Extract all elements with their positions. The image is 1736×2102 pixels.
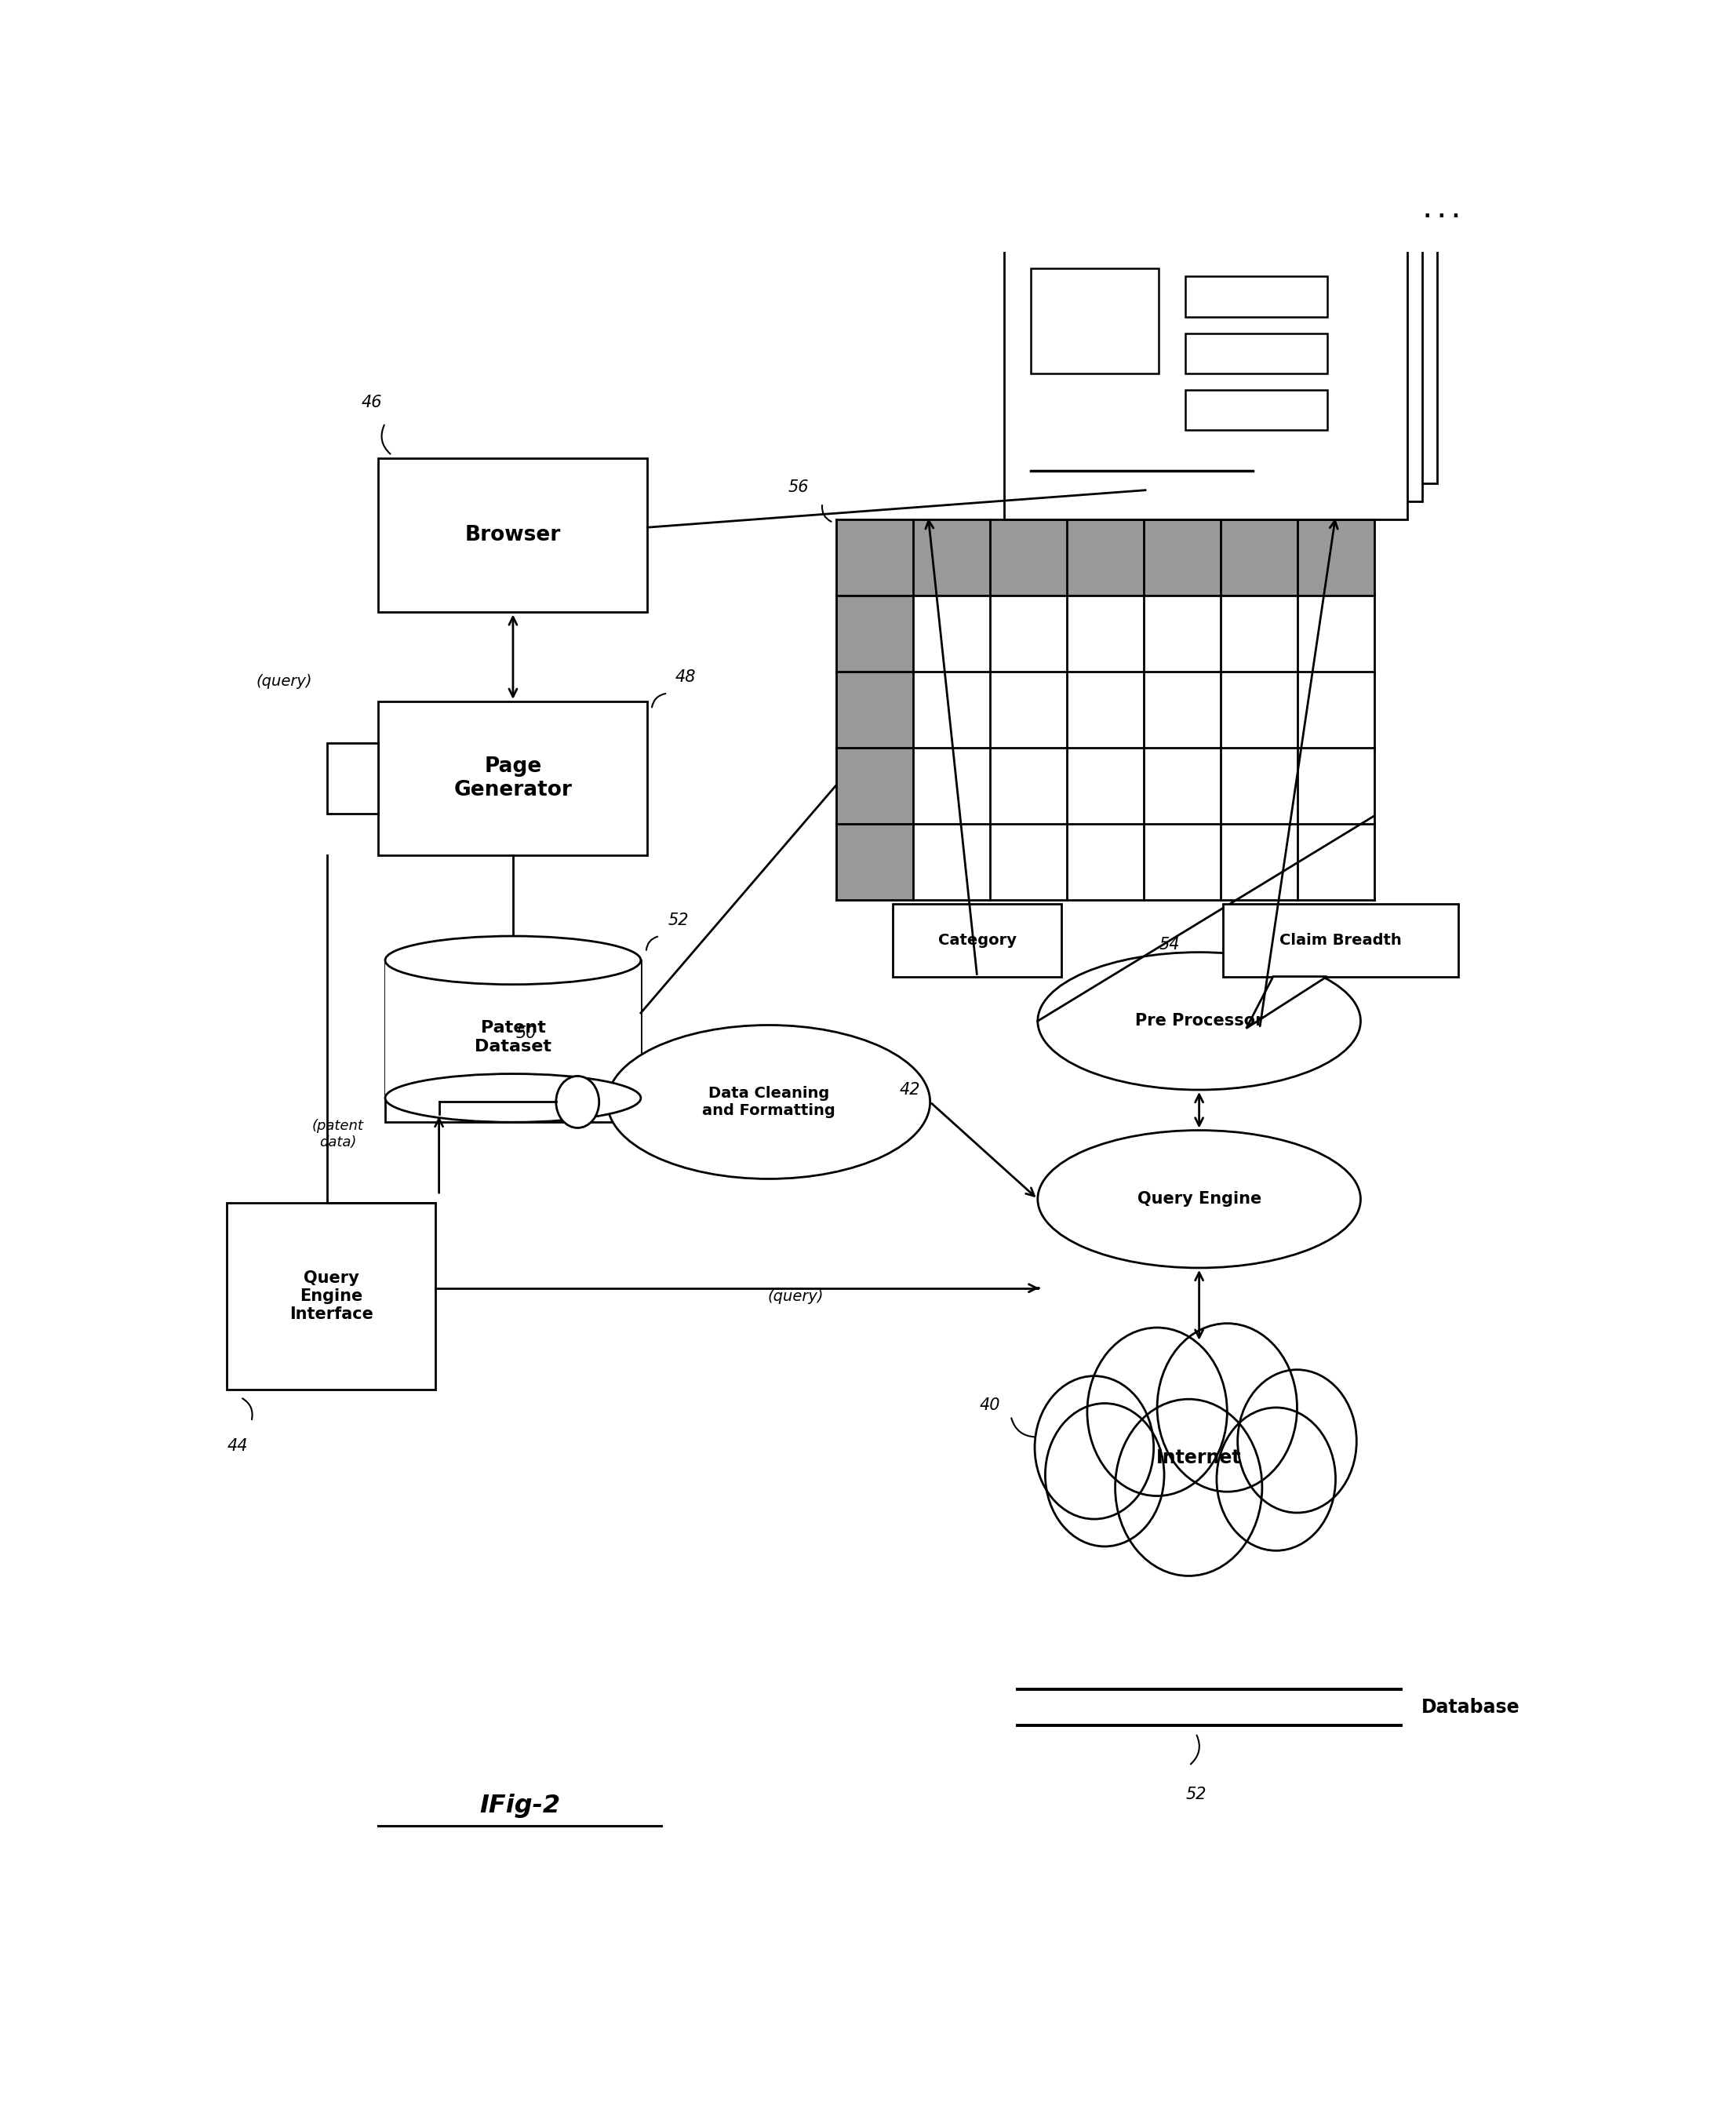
- Text: 40: 40: [979, 1398, 1000, 1413]
- Bar: [1019, 219, 1422, 502]
- Text: Pre Processor: Pre Processor: [1135, 1013, 1264, 1028]
- Text: Patent
Dataset: Patent Dataset: [474, 1019, 552, 1055]
- Bar: [385, 961, 641, 1122]
- Bar: [378, 458, 648, 612]
- Text: Query Engine: Query Engine: [1137, 1192, 1262, 1207]
- Text: 44: 44: [227, 1438, 248, 1452]
- Bar: [1186, 389, 1326, 431]
- Bar: [1186, 334, 1326, 374]
- Bar: [385, 961, 641, 1097]
- Text: Database: Database: [1422, 1698, 1519, 1717]
- Ellipse shape: [1038, 952, 1361, 1089]
- Text: (patent
data): (patent data): [312, 1118, 365, 1150]
- Bar: [1033, 200, 1437, 483]
- Bar: [378, 702, 648, 856]
- Ellipse shape: [385, 935, 641, 984]
- Text: 54: 54: [1160, 937, 1180, 952]
- Text: (query): (query): [257, 675, 312, 689]
- Text: Claim Breadth: Claim Breadth: [1279, 933, 1401, 948]
- Circle shape: [1238, 1371, 1356, 1513]
- Text: Internet: Internet: [1156, 1448, 1241, 1467]
- Circle shape: [1158, 1324, 1297, 1492]
- Bar: [328, 742, 378, 813]
- Text: 52: 52: [668, 912, 689, 927]
- Circle shape: [1217, 1408, 1335, 1551]
- Circle shape: [556, 1076, 599, 1129]
- Text: 56: 56: [788, 479, 809, 496]
- Ellipse shape: [385, 1074, 641, 1122]
- Text: 46: 46: [361, 395, 382, 410]
- Circle shape: [1035, 1377, 1154, 1520]
- Text: Query
Engine
Interface: Query Engine Interface: [290, 1270, 373, 1322]
- Text: IFig-2: IFig-2: [479, 1793, 561, 1818]
- Text: Data Cleaning
and Formatting: Data Cleaning and Formatting: [701, 1087, 835, 1118]
- Polygon shape: [1246, 977, 1326, 1028]
- Text: Page
Generator: Page Generator: [453, 757, 573, 801]
- Ellipse shape: [608, 1026, 930, 1179]
- Text: . . .: . . .: [1424, 202, 1460, 221]
- Text: (query): (query): [767, 1289, 823, 1303]
- Bar: [892, 904, 1061, 977]
- Text: 48: 48: [675, 671, 696, 685]
- Bar: [837, 519, 913, 900]
- Bar: [1186, 277, 1326, 317]
- Bar: [837, 519, 1375, 595]
- Bar: [1031, 269, 1160, 374]
- Text: 50: 50: [516, 1026, 536, 1040]
- Circle shape: [1115, 1400, 1262, 1576]
- Text: Category: Category: [937, 933, 1016, 948]
- Text: 52: 52: [1186, 1787, 1207, 1801]
- Circle shape: [1045, 1404, 1165, 1547]
- Bar: [1222, 904, 1458, 977]
- Text: 42: 42: [899, 1083, 920, 1097]
- Ellipse shape: [1038, 1131, 1361, 1268]
- Text: Browser: Browser: [465, 526, 561, 547]
- Bar: [227, 1202, 436, 1389]
- Bar: [1003, 235, 1408, 519]
- Circle shape: [1087, 1328, 1227, 1497]
